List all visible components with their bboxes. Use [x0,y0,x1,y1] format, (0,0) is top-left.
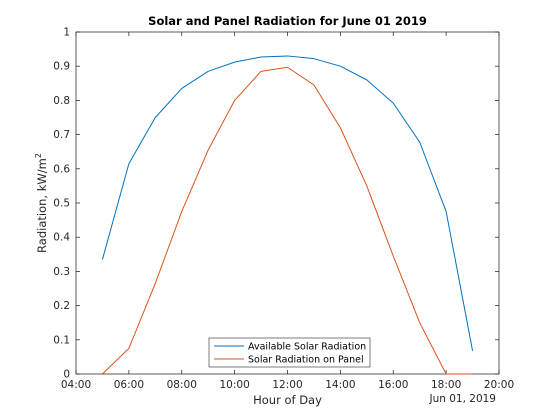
plot-area [75,31,500,375]
x-axis-title: Hour of Day [253,393,322,407]
y-axis-title-superscript: 2 [34,153,43,158]
x-tick-label: 12:00 [272,379,302,391]
x-axis: 04:00 06:00 08:00 10:00 12:00 14:00 16:00 18:00… [61,32,514,391]
y-tick-label: 0.5 [53,198,70,210]
y-axis-title: Radiation, kW/m2 [34,153,49,253]
x-tick-label: 18:00 [431,379,461,391]
y-tick-label: 1 [63,27,70,39]
y-axis-title-text: Radiation, kW/m [35,158,49,253]
x-tick-label: 20:00 [484,379,514,391]
series-line-1 [102,66,473,375]
x-tick-label: 04:00 [61,379,91,391]
y-tick-label: 0.7 [53,129,70,141]
y-tick-label: 0.8 [53,95,70,107]
legend-label-solar-radiation-on-panel: Solar Radiation on Panel [248,355,364,366]
y-tick-label: 0.3 [53,266,70,278]
chart-title: Solar and Panel Radiation for June 01 20… [148,14,427,28]
series-layer [101,55,474,375]
legend: Available Solar Radiation Solar Radiatio… [208,337,371,368]
x-tick-label: 14:00 [325,379,355,391]
x-tick-label: 08:00 [167,379,197,391]
y-tick-label: 0.2 [53,300,70,312]
date-label: Jun 01, 2019 [428,393,496,405]
x-tick-label: 16:00 [378,379,408,391]
series-line-0 [101,55,474,351]
y-axis: 0 0.1 0.2 0.3 0.4 0.5 0.6 0.7 0.8 0.9 1 [53,27,499,381]
y-tick-label: 0.1 [53,334,70,346]
y-tick-label: 0.6 [53,163,70,175]
legend-label-available-solar-radiation: Available Solar Radiation [248,342,366,353]
y-tick-label: 0.9 [53,61,70,73]
legend-box [208,337,371,368]
y-tick-label: 0.4 [53,232,70,244]
y-tick-label: 0 [63,369,70,381]
x-tick-label: 10:00 [219,379,249,391]
x-tick-label: 06:00 [114,379,144,391]
